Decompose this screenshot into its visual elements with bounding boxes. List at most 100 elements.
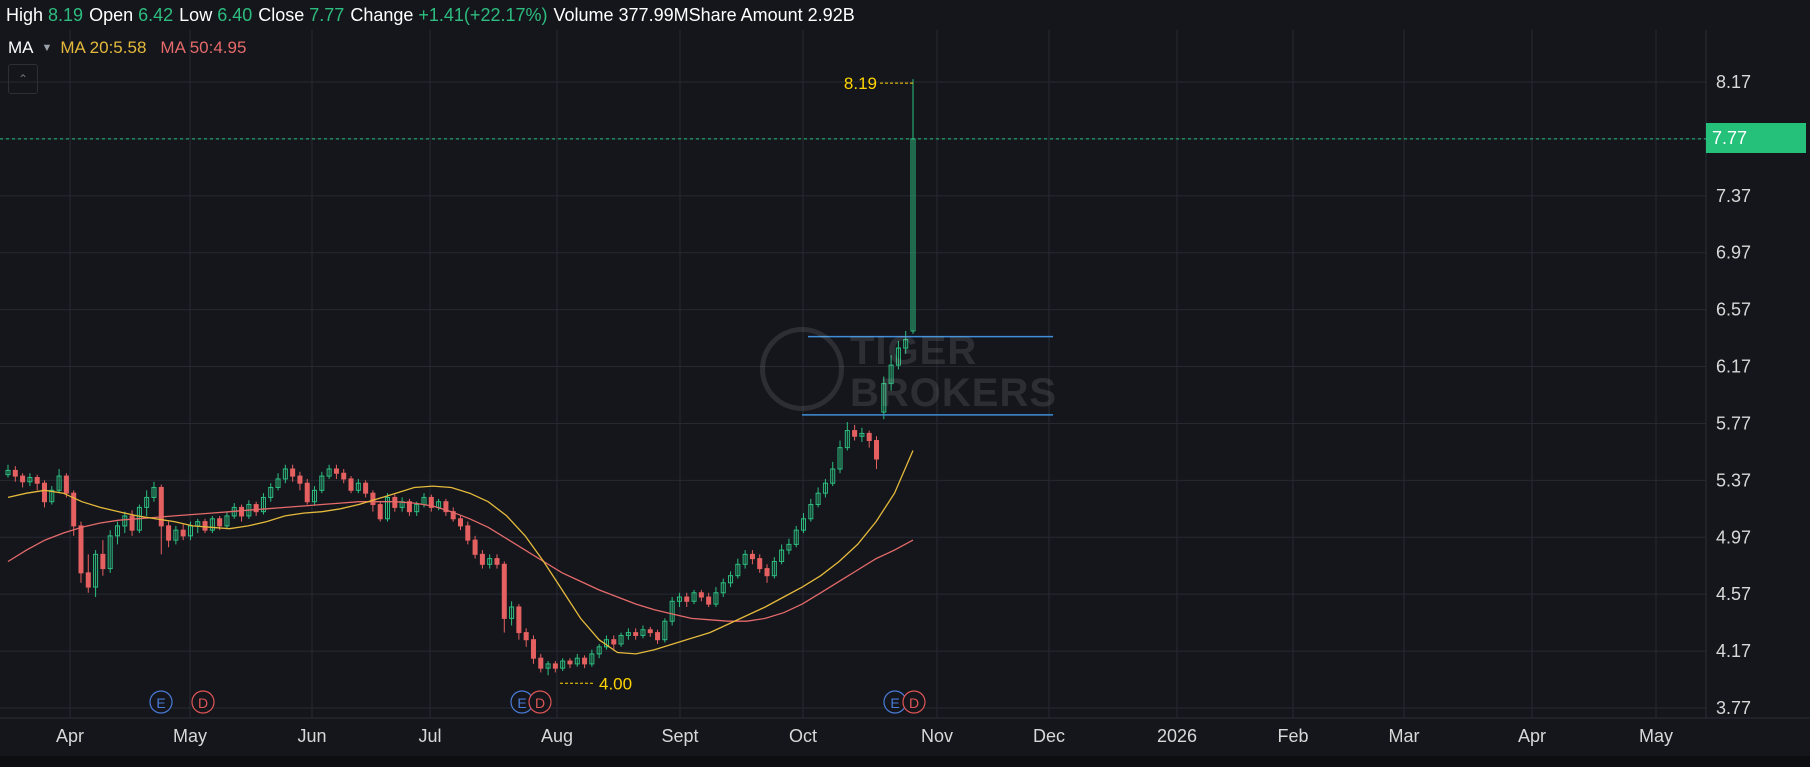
y-tick-label: 6.97 (1716, 243, 1751, 263)
candle-body (728, 575, 734, 584)
y-tick-label: 5.37 (1716, 470, 1751, 490)
indicator-name[interactable]: MA (8, 38, 34, 57)
candle-body (596, 646, 602, 655)
candle-body (312, 489, 318, 503)
bottom-edge (0, 756, 1810, 767)
candle-body (786, 543, 792, 551)
candle-body (618, 634, 624, 645)
event-badge-letter: D (198, 695, 208, 711)
low-label: Low (179, 4, 213, 25)
candle-body (822, 482, 828, 494)
change-label: Change (350, 4, 414, 25)
collapse-indicator-button[interactable]: ⌃ (8, 64, 38, 94)
candle-body (144, 496, 150, 508)
candle-body (122, 515, 128, 527)
candle-body (457, 518, 464, 527)
candle-body (771, 560, 777, 577)
candle-body (166, 525, 172, 541)
candle-body (377, 504, 383, 520)
candle-body (691, 592, 697, 602)
candle-body (742, 553, 748, 565)
candle-body (545, 663, 551, 669)
candle-body (450, 511, 456, 520)
y-tick-label: 4.57 (1716, 584, 1751, 604)
candle-body (260, 496, 266, 513)
candle-body (268, 486, 274, 498)
volume-label: Volume (553, 4, 614, 25)
candle-body (837, 447, 843, 470)
indicator-legend[interactable]: MA ▼ MA 20:5.58 MA 50:4.95 (8, 38, 246, 58)
candle-body (676, 596, 682, 602)
candle-body (640, 629, 646, 636)
candle-body (363, 482, 369, 494)
x-tick-label: Apr (1518, 726, 1546, 746)
chevron-up-icon[interactable]: ⌃ (17, 72, 29, 86)
candle-body (355, 482, 361, 491)
high-label: High (6, 4, 44, 25)
x-tick-label: Mar (1389, 726, 1420, 746)
earnings-badge (149, 690, 173, 714)
candle-body (487, 558, 493, 565)
candle-body (34, 477, 40, 484)
candle-body (749, 553, 755, 560)
candle-body (180, 529, 186, 537)
candle-body (333, 468, 339, 474)
y-tick-label: 6.57 (1716, 300, 1751, 320)
candle-body (100, 553, 106, 570)
candle-body (71, 492, 77, 527)
candle-body (479, 553, 485, 565)
candle-body (560, 660, 566, 669)
candle-body (158, 486, 164, 527)
caret-down-icon[interactable]: ▼ (41, 42, 53, 54)
candle-body (275, 478, 281, 488)
candle-body (319, 475, 325, 491)
candle-body (385, 496, 391, 520)
candle-body (202, 521, 208, 531)
candle-body (509, 606, 515, 619)
candle-body (844, 430, 850, 449)
candle-body (20, 475, 26, 483)
candle-body (713, 592, 719, 605)
candle-body (12, 469, 18, 477)
candle-body (370, 492, 376, 506)
candle-body (625, 632, 631, 636)
y-tick-label: 8.17 (1716, 72, 1751, 92)
ma50-legend: MA 50:4.95 (160, 38, 247, 57)
candle-body (903, 339, 909, 349)
candle-body (406, 501, 412, 513)
x-tick-label: Jun (297, 726, 326, 746)
candle-body (779, 549, 785, 562)
open-label: Open (89, 4, 134, 25)
candle-body (589, 653, 595, 665)
candle-body (239, 506, 245, 517)
candle-body (735, 563, 741, 577)
last-price-tag: 7.77 (1706, 123, 1806, 153)
candle-body (282, 468, 288, 480)
candle-body (881, 383, 887, 413)
x-tick-label: Apr (56, 726, 84, 746)
event-badge-letter: D (535, 695, 545, 711)
candle-body (129, 515, 135, 531)
candle-body (501, 563, 507, 619)
candle-body (647, 629, 653, 634)
candle-body (217, 518, 223, 527)
x-tick-label: 2026 (1157, 726, 1197, 746)
candle-body (173, 529, 179, 541)
candle-body (5, 469, 11, 476)
change-value: +1.41(+22.17%) (418, 4, 548, 25)
event-badge-letter: E (517, 695, 526, 711)
x-tick-label: Aug (541, 726, 573, 746)
event-badge-letter: E (156, 695, 165, 711)
plot-background (0, 30, 1810, 718)
candle-body (874, 440, 880, 460)
candle-body (669, 600, 675, 622)
candle-body (793, 529, 799, 545)
candle-body (290, 468, 296, 477)
candle-body (662, 620, 668, 641)
candle-body (107, 535, 113, 570)
candle-body (297, 475, 303, 484)
low-value: 6.40 (217, 4, 253, 25)
x-tick-label: Sept (661, 726, 698, 746)
candle-body (27, 477, 33, 483)
